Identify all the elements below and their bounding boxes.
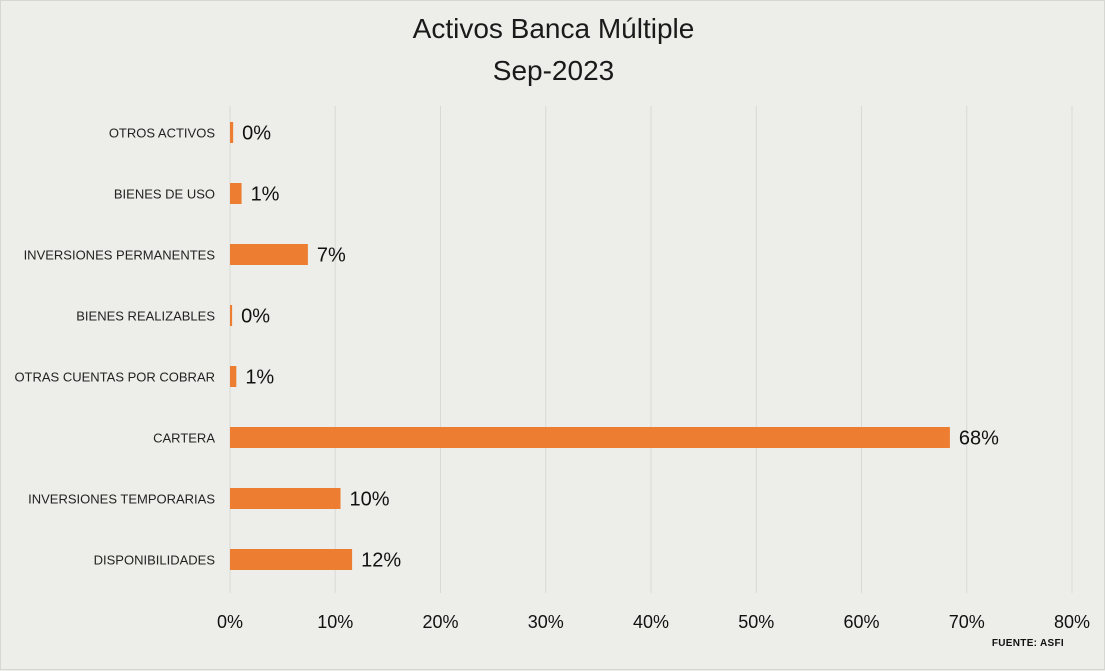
data-label: 1% bbox=[251, 184, 280, 206]
bar bbox=[230, 122, 234, 143]
x-tick-label: 10% bbox=[317, 612, 353, 632]
bar bbox=[230, 549, 353, 570]
data-label: 68% bbox=[959, 428, 999, 450]
source-note: FUENTE: ASFI bbox=[991, 638, 1064, 649]
category-label: CARTERA bbox=[153, 431, 215, 446]
data-label: 7% bbox=[317, 245, 346, 267]
bar bbox=[230, 244, 308, 265]
category-label: OTRAS CUENTAS POR COBRAR bbox=[14, 370, 215, 385]
data-label: 0% bbox=[241, 306, 270, 328]
x-tick-label: 30% bbox=[528, 612, 564, 632]
category-label: DISPONIBILIDADES bbox=[94, 553, 216, 568]
category-label: INVERSIONES TEMPORARIAS bbox=[28, 492, 215, 507]
data-label: 12% bbox=[361, 550, 401, 572]
x-tick-label: 70% bbox=[949, 612, 985, 632]
chart-subtitle: Sep-2023 bbox=[492, 55, 615, 86]
category-label: OTROS ACTIVOS bbox=[109, 126, 216, 141]
data-label: 10% bbox=[350, 489, 390, 511]
data-label: 0% bbox=[242, 123, 271, 145]
bar bbox=[230, 366, 237, 387]
bar bbox=[230, 183, 242, 204]
chart-title: Activos Banca Múltiple bbox=[412, 13, 695, 44]
x-tick-label: 40% bbox=[633, 612, 669, 632]
data-label: 1% bbox=[245, 367, 274, 389]
x-tick-label: 0% bbox=[217, 612, 243, 632]
category-label: BIENES REALIZABLES bbox=[76, 309, 215, 324]
category-label: INVERSIONES PERMANENTES bbox=[24, 248, 216, 263]
x-tick-label: 20% bbox=[422, 612, 458, 632]
x-tick-label: 80% bbox=[1054, 612, 1090, 632]
category-label: BIENES DE USO bbox=[114, 187, 215, 202]
bar bbox=[230, 427, 950, 448]
x-tick-label: 60% bbox=[843, 612, 879, 632]
x-tick-label: 50% bbox=[738, 612, 774, 632]
bar bbox=[230, 488, 341, 509]
bar bbox=[230, 305, 233, 326]
